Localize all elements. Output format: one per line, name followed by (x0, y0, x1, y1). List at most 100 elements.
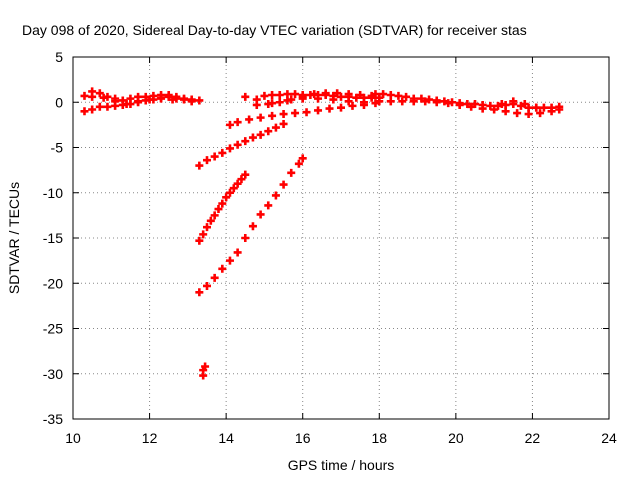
data-point (210, 152, 219, 161)
data-point (214, 205, 223, 214)
data-point (283, 96, 292, 105)
data-point (199, 230, 208, 239)
data-point (222, 193, 231, 202)
y-tick-label: -10 (43, 185, 63, 201)
data-point (195, 161, 204, 170)
x-tick-label: 22 (525, 430, 541, 446)
data-point (134, 97, 143, 106)
data-point (80, 107, 89, 116)
data-point (88, 105, 97, 114)
axis-ticks: 10 12 14 16 18 20 22 24 5 0 -5 -10 -15 -20 -25 -30 -35 (43, 49, 617, 446)
data-point (513, 109, 522, 118)
data-point (210, 211, 219, 220)
data-point (386, 97, 395, 106)
data-point (225, 120, 234, 129)
x-axis-label: GPS time / hours (288, 457, 395, 473)
data-point (291, 109, 300, 118)
data-point (252, 100, 261, 109)
data-point (555, 105, 564, 114)
data-point (206, 216, 215, 225)
data-point (394, 91, 403, 100)
data-point (233, 248, 242, 257)
data-point (402, 92, 411, 101)
data-point (379, 90, 388, 99)
data-point (291, 90, 300, 99)
data-point (195, 236, 204, 245)
data-point (275, 91, 284, 100)
data-point (271, 191, 280, 200)
x-tick-label: 18 (371, 430, 387, 446)
data-point (409, 97, 418, 106)
data-point (168, 95, 177, 104)
data-point (356, 91, 365, 100)
x-tick-label: 24 (601, 430, 617, 446)
data-point (245, 115, 254, 124)
data-point (95, 102, 104, 111)
data-points (80, 87, 564, 380)
data-point (241, 92, 250, 101)
data-point (268, 99, 277, 108)
data-point (467, 102, 476, 111)
data-point (478, 104, 487, 113)
data-point (203, 223, 211, 232)
x-tick-label: 12 (142, 430, 158, 446)
data-point (241, 234, 250, 242)
y-tick-label: -5 (51, 140, 64, 156)
data-point (248, 222, 257, 231)
data-point (455, 100, 464, 109)
data-point (233, 118, 242, 127)
data-point (95, 89, 104, 98)
data-point (321, 89, 330, 98)
data-point (314, 94, 323, 103)
data-point (201, 362, 210, 371)
data-point (225, 256, 234, 265)
data-point (310, 90, 319, 99)
data-point (241, 137, 250, 146)
data-point (145, 95, 154, 104)
data-point (287, 168, 296, 177)
data-point (279, 110, 288, 119)
data-point (229, 184, 238, 193)
data-point (103, 102, 112, 111)
data-point (333, 89, 342, 98)
data-point (218, 264, 227, 273)
x-tick-label: 16 (295, 430, 311, 446)
data-point (80, 91, 89, 100)
data-point (398, 97, 407, 106)
data-point (237, 175, 246, 184)
data-point (256, 130, 265, 139)
data-point (547, 107, 556, 116)
data-point (539, 103, 548, 112)
data-point (302, 108, 311, 117)
data-point (157, 94, 166, 103)
data-point (271, 123, 280, 132)
data-point (432, 98, 441, 107)
data-point (344, 90, 353, 99)
data-point (241, 170, 250, 179)
data-point (180, 95, 189, 104)
data-point (298, 94, 307, 103)
y-axis-label: SDTVAR / TECUs (6, 182, 22, 294)
chart-title: Day 098 of 2020, Sidereal Day-to-day VTE… (22, 22, 527, 38)
data-point (248, 133, 257, 142)
data-point (344, 97, 353, 106)
data-point (520, 100, 529, 109)
data-point (279, 119, 288, 128)
data-point (501, 107, 510, 116)
data-point (264, 201, 273, 210)
data-point (218, 199, 227, 208)
data-point (210, 273, 219, 282)
data-point (490, 105, 499, 114)
x-tick-label: 10 (65, 430, 81, 446)
data-point (203, 281, 211, 290)
data-point (268, 111, 277, 120)
data-point (225, 188, 234, 197)
data-point (88, 92, 97, 101)
y-tick-label: -35 (43, 411, 63, 427)
data-point (371, 90, 380, 99)
data-point (359, 98, 368, 107)
y-tick-label: -25 (43, 321, 63, 337)
data-point (268, 91, 277, 100)
data-point (233, 140, 242, 149)
